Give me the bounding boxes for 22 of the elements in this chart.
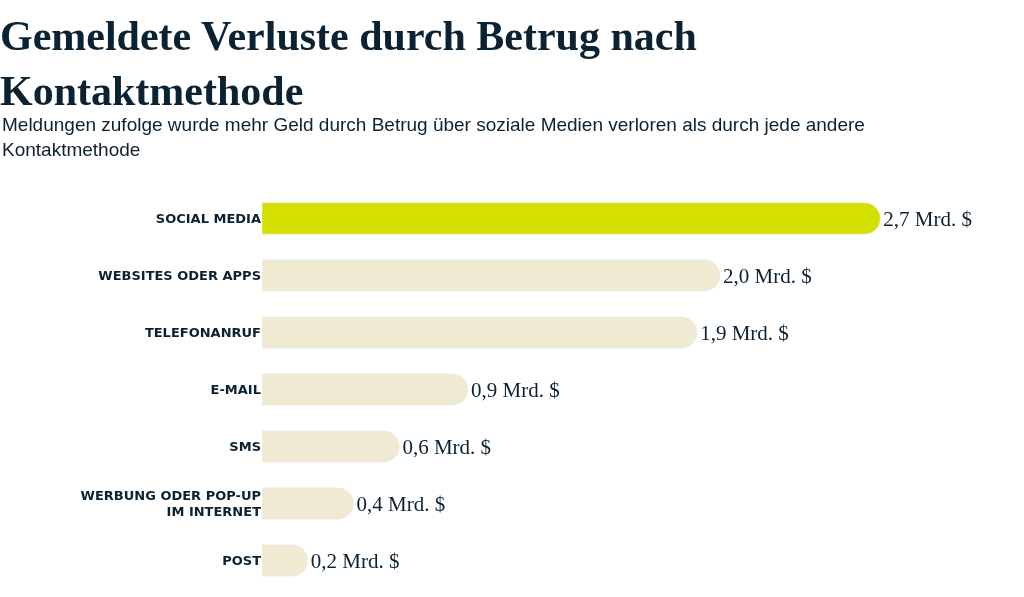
data-label: 1,9 Mrd. $	[700, 320, 789, 345]
y-tick-label: WEBSITES ODER APPS	[98, 268, 261, 284]
y-tick-label: E-MAIL	[210, 382, 261, 398]
data-label: 2,7 Mrd. $	[883, 206, 972, 231]
y-tick-label: SOCIAL MEDIA	[155, 211, 261, 227]
data-label: 0,6 Mrd. $	[402, 434, 492, 459]
y-tick-label: POST	[222, 553, 262, 569]
bar	[262, 259, 721, 292]
chart-title: Gemeldete Verluste durch Betrug nach Kontaktmethode	[0, 13, 697, 114]
data-label: 0,9 Mrd. $	[471, 377, 560, 402]
y-tick-label: WERBUNG ODER POP-UP IM INTERNET	[80, 487, 262, 520]
y-tick-label: SMS	[229, 439, 261, 455]
data-label: 0,2 Mrd. $	[310, 548, 400, 573]
bar	[262, 487, 354, 520]
data-label: 2,0 Mrd. $	[723, 263, 812, 288]
y-tick-label: TELEFONANRUF	[144, 325, 261, 341]
bar	[262, 316, 698, 349]
bar	[262, 202, 881, 235]
bar	[262, 373, 469, 406]
bar	[262, 430, 400, 463]
data-label: 0,4 Mrd. $	[356, 491, 446, 516]
chart-subtitle: Meldungen zufolge wurde mehr Geld durch Betrug über soziale Medien verloren als durch jede andere Kontaktmethode	[2, 114, 865, 160]
